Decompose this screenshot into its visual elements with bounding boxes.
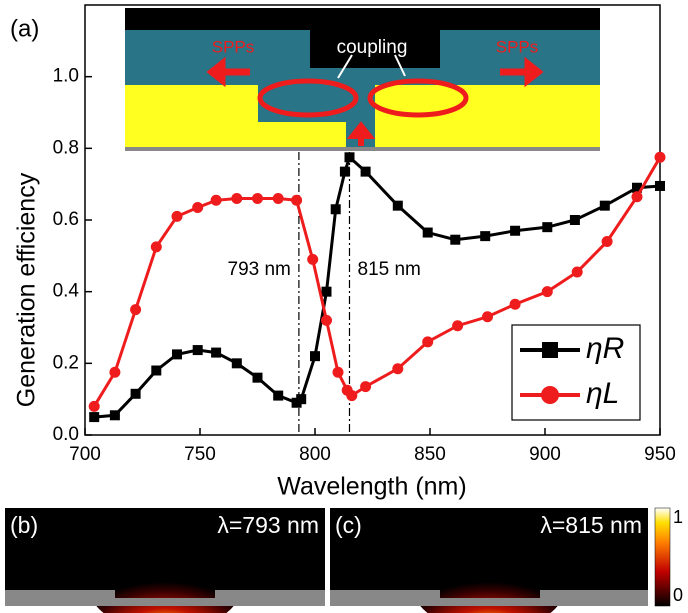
marker	[151, 365, 162, 376]
marker	[346, 390, 358, 402]
marker	[272, 193, 284, 204]
y-tick-label: 0.8	[53, 137, 79, 158]
marker	[231, 193, 243, 204]
marker	[452, 320, 464, 332]
marker	[310, 351, 320, 362]
marker	[211, 347, 222, 358]
marker	[307, 253, 319, 265]
marker	[296, 394, 307, 405]
x-tick-label: 750	[184, 444, 216, 465]
marker	[172, 349, 182, 360]
marker	[321, 314, 332, 326]
y-tick-label: 1.0	[53, 66, 79, 87]
field-map-title: λ=815 nm	[540, 512, 642, 538]
marker	[541, 286, 553, 298]
legend-marker	[541, 386, 559, 404]
y-tick-label: 0.4	[53, 281, 80, 302]
marker	[422, 336, 434, 348]
marker	[252, 193, 263, 204]
marker	[542, 222, 553, 233]
panel-label: (a)	[10, 15, 39, 42]
annotation: 793 nm	[228, 259, 291, 280]
marker	[130, 304, 142, 316]
inset-label: SPPs	[496, 37, 539, 56]
y-tick-label: 0.2	[53, 352, 79, 373]
marker	[392, 363, 404, 375]
marker	[291, 194, 303, 206]
field-map-title: λ=793 nm	[217, 512, 319, 538]
y-axis-label: Generation efficiency	[13, 172, 41, 407]
marker	[330, 204, 341, 215]
marker	[130, 388, 141, 399]
marker	[654, 151, 666, 163]
x-tick-label: 850	[414, 444, 446, 465]
marker	[192, 345, 203, 356]
marker	[482, 311, 493, 323]
marker	[344, 152, 355, 163]
marker	[569, 215, 580, 225]
marker	[450, 234, 461, 245]
inset-label: coupling	[337, 37, 408, 58]
x-axis-label: Wavelength (nm)	[277, 473, 466, 501]
x-tick-label: 800	[299, 444, 331, 465]
series-line	[94, 154, 661, 419]
marker	[273, 390, 284, 401]
marker	[601, 236, 613, 247]
field-maps	[5, 507, 671, 613]
marker	[480, 231, 491, 242]
marker	[599, 200, 610, 211]
marker	[252, 372, 263, 383]
marker	[360, 381, 372, 393]
marker	[509, 298, 521, 310]
inset-schematic: SPPs coupling SPPs	[125, 8, 600, 151]
marker	[88, 400, 100, 412]
marker	[150, 241, 162, 253]
marker	[339, 166, 350, 177]
x-tick-label: 950	[644, 444, 676, 465]
marker	[571, 266, 583, 278]
legend-label: ηR	[586, 332, 624, 365]
annotation: 815 nm	[358, 259, 421, 280]
colorbar-tick-label: 0	[673, 585, 683, 605]
marker	[171, 210, 183, 222]
marker	[109, 410, 120, 421]
marker	[510, 225, 521, 236]
marker	[192, 201, 204, 213]
marker	[89, 412, 100, 423]
x-tick-label: 900	[529, 444, 561, 465]
y-tick-label: 0.0	[53, 424, 79, 445]
marker	[231, 358, 242, 369]
legend-marker	[542, 342, 558, 358]
marker	[392, 200, 403, 211]
y-tick-label: 0.6	[53, 209, 79, 230]
legend-box	[511, 324, 641, 421]
marker	[321, 286, 332, 297]
panel-label: (b)	[10, 512, 38, 538]
colorbar-tick-label: 1	[673, 507, 683, 527]
x-tick-label: 700	[69, 444, 101, 465]
panel-label: (c)	[335, 512, 362, 538]
marker	[332, 366, 344, 378]
marker	[631, 191, 643, 203]
marker	[632, 182, 642, 193]
marker	[210, 194, 222, 206]
inset-label: SPPs	[212, 37, 255, 56]
marker	[109, 366, 121, 378]
marker	[422, 227, 433, 238]
legend-label: ηL	[586, 377, 619, 410]
marker	[655, 180, 665, 191]
marker	[360, 166, 371, 177]
